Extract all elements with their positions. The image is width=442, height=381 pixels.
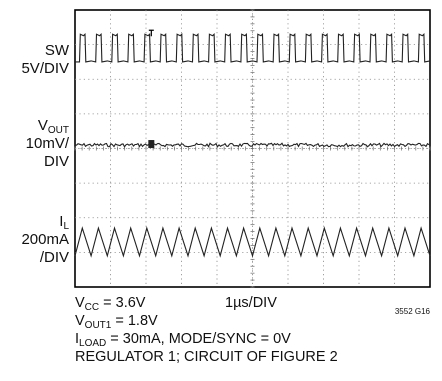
trace-il <box>74 226 431 258</box>
plot-traces <box>74 29 431 258</box>
caption-vcc: VCC = 3.6V <box>75 295 146 313</box>
figure-id: 3552 G16 <box>394 307 430 316</box>
trace-vout <box>74 142 430 148</box>
channel-label-il: IL 200mA /DIV <box>21 213 69 266</box>
caption-iload: ILOAD = 30mA, MODE/SYNC = 0V <box>75 331 291 349</box>
plot-grid <box>74 9 431 288</box>
trigger-marker <box>148 29 154 37</box>
caption-vout1: VOUT1 = 1.8V <box>75 313 158 331</box>
caption-timebase: 1µs/DIV <box>225 295 277 311</box>
trace-sw <box>75 32 431 63</box>
caption-circuit: REGULATOR 1; CIRCUIT OF FIGURE 2 <box>75 349 338 365</box>
vout-glitch <box>148 140 155 149</box>
channel-label-vout: VOUT 10mV/ DIV <box>25 117 69 170</box>
channel-label-sw: SW 5V/DIV <box>21 42 69 77</box>
